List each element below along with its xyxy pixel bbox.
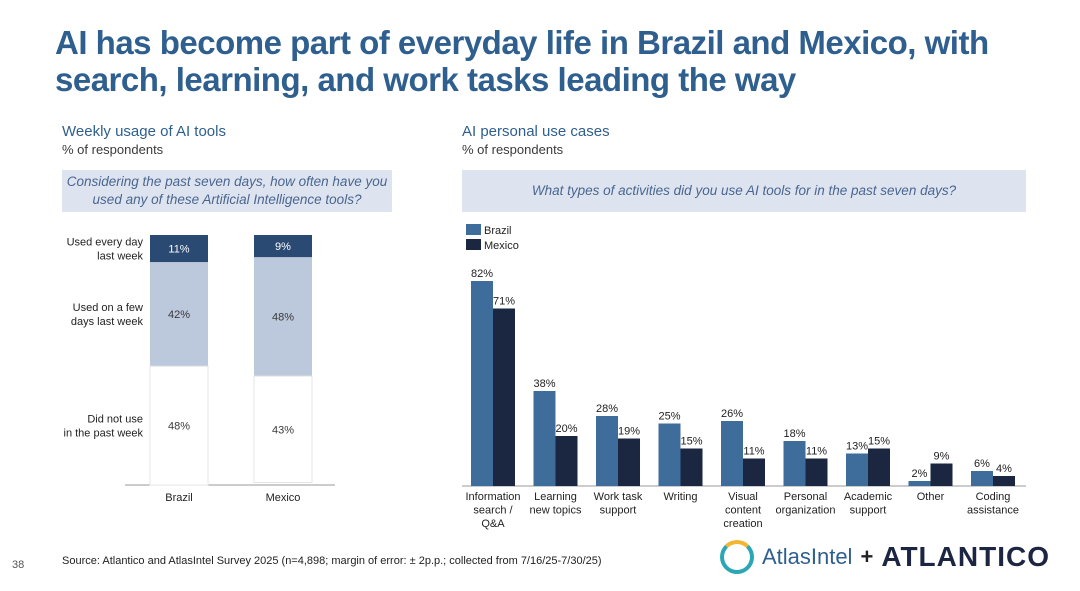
atlasintel-logo-icon xyxy=(719,540,754,574)
bar-mexico xyxy=(930,463,953,486)
bar-value-label: 26% xyxy=(721,408,743,420)
legend-label-mexico: Mexico xyxy=(484,240,519,252)
left-panel-question: Considering the past seven days, how oft… xyxy=(62,170,392,212)
stack-series-label: Used every day xyxy=(67,237,144,249)
bar-value-label: 11% xyxy=(743,446,764,458)
bar-brazil xyxy=(471,281,493,486)
right-panel-subheading: % of respondents xyxy=(462,142,564,157)
stack-segment-brazil-1 xyxy=(150,235,208,263)
legend-label-brazil: Brazil xyxy=(484,225,512,237)
right-panel-question: What types of activities did you use AI … xyxy=(462,170,1026,212)
stack-segment-mexico-3 xyxy=(253,375,313,484)
bar-mexico xyxy=(618,438,640,486)
bar-category-label: creation xyxy=(723,518,762,530)
stack-segment-mexico-1 xyxy=(254,235,312,258)
bar-brazil xyxy=(783,441,806,486)
bar-mexico xyxy=(493,308,515,486)
use-cases-chart: Brazil Mexico 82% 71% Information search /Q&A… xyxy=(462,224,1026,530)
atlantico-logo: ATLANTICO xyxy=(881,541,1050,572)
bar-category-label: Personal xyxy=(784,491,827,503)
bar-mexico xyxy=(555,436,578,486)
stack-series-label: Did not use xyxy=(87,414,143,426)
bar-value-label: 82% xyxy=(471,268,493,280)
bar-value-label: 15% xyxy=(868,436,890,448)
stack-series-label: days last week xyxy=(71,316,144,328)
stack-segment-mexico-2 xyxy=(254,257,312,377)
bar-category-label: Information xyxy=(465,491,520,503)
weekly-usage-chart: 11% 42% 48% Brazil 9% 48% 43% Mexico Used every … xyxy=(64,235,335,504)
bar-value-label: 6% xyxy=(974,458,990,470)
bar-value-label: 4% xyxy=(996,463,1012,475)
bar-value-label: 11% xyxy=(806,446,827,458)
bar-value-label: 38% xyxy=(533,378,555,390)
stack-category-label: Mexico xyxy=(266,492,301,504)
bar-value-label: 19% xyxy=(618,426,640,438)
bar-category-label: assistance xyxy=(967,505,1019,517)
bar-value-label: 25% xyxy=(658,411,680,423)
stack-series-label: in the past week xyxy=(64,428,144,440)
legend-swatch-mexico xyxy=(466,239,481,250)
bar-value-label: 20% xyxy=(555,423,577,435)
bar-mexico xyxy=(993,476,1015,486)
bar-category-label: Writing xyxy=(663,491,697,503)
page-title: AI has become part of everyday life in B… xyxy=(55,24,989,98)
bar-value-label: 15% xyxy=(680,436,702,448)
bar-mexico xyxy=(680,448,703,486)
stack-category-label: Brazil xyxy=(165,492,193,504)
stack-series-label: last week xyxy=(97,251,143,263)
page-number: 38 xyxy=(12,559,25,571)
bar-value-label: 18% xyxy=(783,428,805,440)
bar-value-label: 71% xyxy=(493,296,515,308)
bar-brazil xyxy=(533,391,556,486)
bar-category-label: organization xyxy=(776,505,836,517)
bar-brazil xyxy=(721,421,743,486)
logo-plus: + xyxy=(860,544,874,569)
bar-mexico xyxy=(743,458,765,486)
bar-brazil xyxy=(908,481,931,486)
bar-brazil xyxy=(846,453,868,486)
bar-category-label: Visual xyxy=(728,491,758,503)
bar-value-label: 13% xyxy=(846,441,868,453)
legend-swatch-brazil xyxy=(466,224,481,235)
bar-category-label: support xyxy=(600,505,637,517)
atlasintel-logo: AtlasIntel xyxy=(761,544,853,569)
stack-value-label: 43% xyxy=(272,424,294,436)
bar-mexico xyxy=(805,458,828,486)
stack-segment-brazil-2 xyxy=(150,262,208,367)
bar-category-label: Academic xyxy=(844,491,893,503)
bar-value-label: 28% xyxy=(596,403,618,415)
bar-value-label: 9% xyxy=(934,451,950,463)
bar-category-label: Learning xyxy=(534,491,577,503)
bar-brazil xyxy=(596,416,618,486)
stack-value-label: 48% xyxy=(272,312,294,324)
source-note: Source: Atlantico and AtlasIntel Survey … xyxy=(62,555,602,567)
logo-group: AtlasIntel + ATLANTICO xyxy=(719,540,1050,574)
bar-category-label: Coding xyxy=(976,491,1011,503)
stack-value-label: 42% xyxy=(168,309,190,321)
stack-segment-brazil-3 xyxy=(149,365,209,486)
bar-value-label: 2% xyxy=(912,468,928,480)
bar-brazil xyxy=(658,423,681,486)
bar-category-label: search / xyxy=(473,505,513,517)
bar-category-label: new topics xyxy=(530,505,582,517)
bar-mexico xyxy=(868,448,890,486)
stack-value-label: 48% xyxy=(168,421,190,433)
stack-value-label: 11% xyxy=(168,244,189,256)
stack-series-label: Used on a few xyxy=(73,302,143,314)
bar-category-label: support xyxy=(850,505,887,517)
bar-category-label: Work task xyxy=(594,491,643,503)
bar-category-label: Q&A xyxy=(481,518,505,530)
bar-brazil xyxy=(971,471,993,486)
stack-value-label: 9% xyxy=(275,241,291,253)
bar-category-label: content xyxy=(725,505,761,517)
left-panel-heading: Weekly usage of AI tools xyxy=(62,123,226,140)
right-panel-heading: AI personal use cases xyxy=(462,123,610,140)
left-panel-subheading: % of respondents xyxy=(62,142,164,157)
bar-category-label: Other xyxy=(917,491,945,503)
